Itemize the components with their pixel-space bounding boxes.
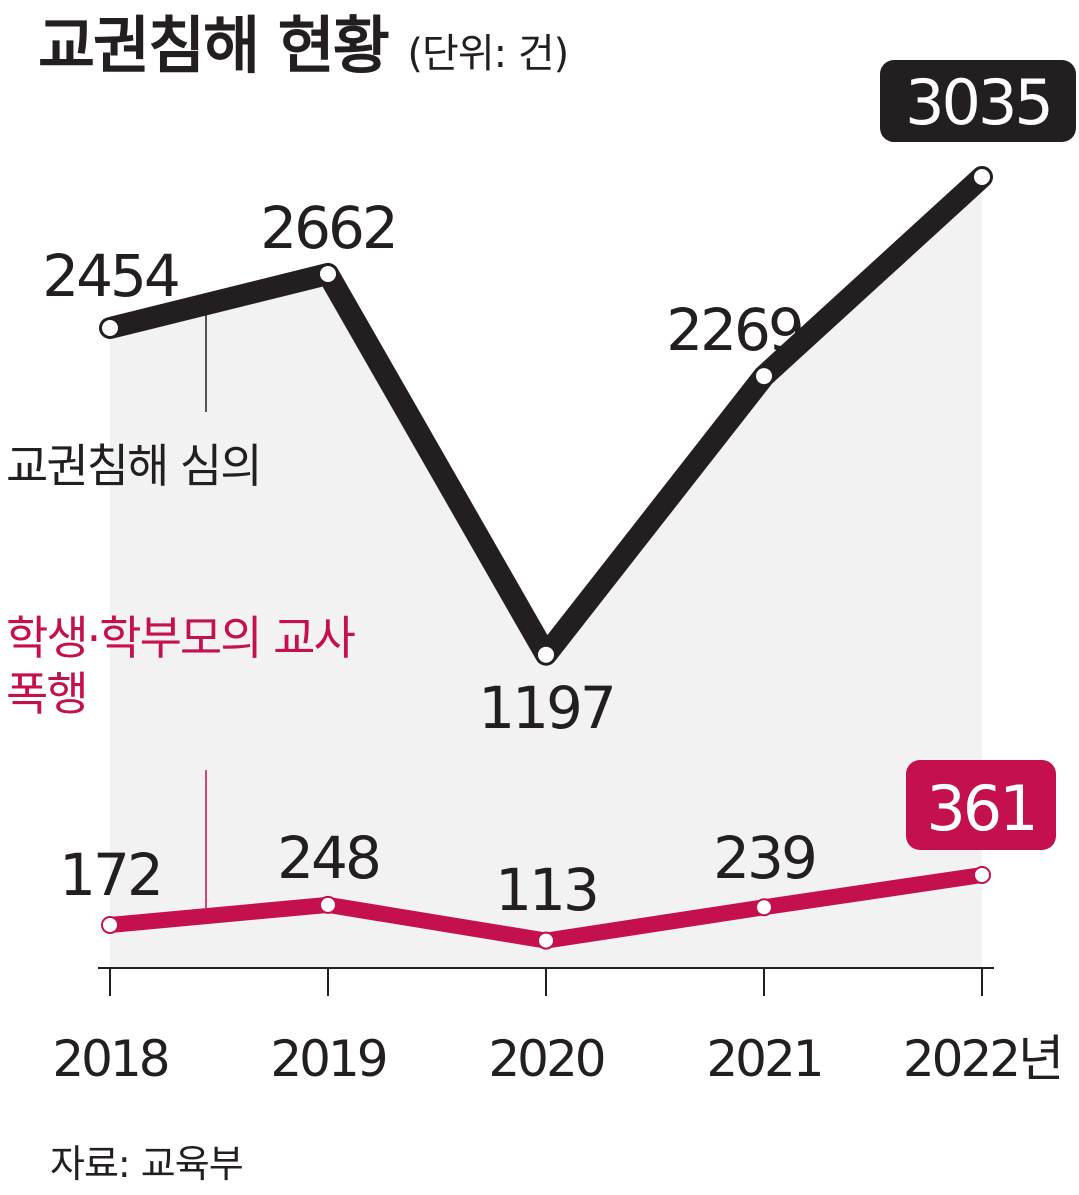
data-label-series-1-0: 2454 (42, 242, 178, 310)
data-label-series-2-2: 113 (495, 856, 597, 924)
title-text: 교권침해 현황 (38, 9, 390, 82)
series-label-assault-on-teachers: 학생·학부모의 교사 폭행 (6, 611, 356, 721)
x-tick-label-2: 2020 (488, 1030, 603, 1088)
data-label-series-2-3: 239 (713, 824, 815, 892)
chart-title: 교권침해 현황 (단위: 건) (38, 6, 569, 94)
point-series-2-1 (319, 895, 337, 914)
source-note: 자료: 교육부 (50, 1142, 244, 1186)
point-series-2-2 (537, 931, 555, 950)
data-label-series-2-0: 172 (59, 841, 161, 909)
x-tick-label-4: 2022년 (903, 1030, 1061, 1088)
point-series-2-3 (755, 898, 773, 917)
data-label-series-1-4: 3035 (905, 66, 1051, 139)
point-series-2-0 (101, 916, 119, 934)
area-fill (110, 177, 982, 968)
point-series-1-4 (972, 167, 992, 187)
badge-series-1-last (880, 60, 1076, 142)
data-label-series-2-4: 361 (926, 772, 1035, 845)
x-tick-label-1: 2019 (270, 1030, 385, 1088)
point-series-1-0 (100, 318, 120, 338)
point-series-1-1 (318, 263, 338, 284)
badge-series-2-last (906, 760, 1056, 850)
point-series-1-2 (536, 644, 556, 665)
data-label-series-2-1: 248 (277, 824, 379, 892)
point-series-2-4 (973, 866, 991, 884)
x-tick-label-3: 2021 (706, 1030, 821, 1088)
unit-label: (단위: 건) (407, 31, 569, 77)
x-tick-label-0: 2018 (52, 1030, 167, 1088)
data-label-series-1-3: 2269 (666, 296, 802, 364)
point-series-1-3 (754, 366, 774, 387)
series-label-teacher-rights-review: 교권침해 심의 (6, 439, 263, 493)
data-label-series-1-2: 1197 (478, 674, 614, 742)
data-label-series-1-1: 2662 (260, 194, 396, 262)
